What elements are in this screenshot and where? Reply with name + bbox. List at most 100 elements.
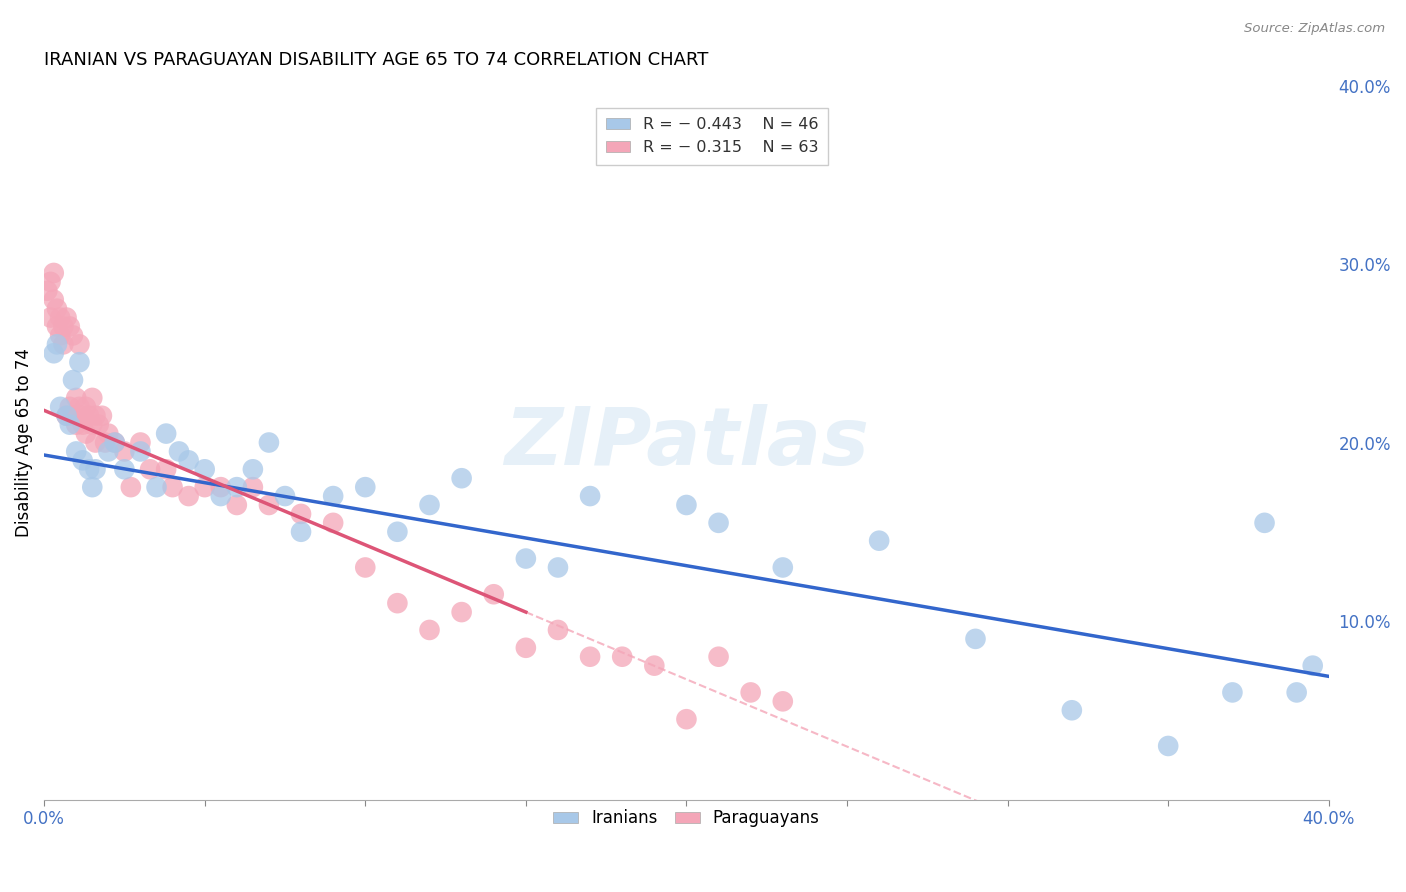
Point: [162, 480, 184, 494]
Point: [772, 560, 794, 574]
Point: [90, 409, 112, 423]
Point: [139, 462, 162, 476]
Point: [77, 462, 100, 476]
Point: [87, 417, 110, 432]
Point: [104, 435, 127, 450]
Text: IRANIAN VS PARAGUAYAN DISABILITY AGE 65 TO 74 CORRELATION CHART: IRANIAN VS PARAGUAYAN DISABILITY AGE 65 …: [44, 51, 709, 69]
Point: [643, 658, 665, 673]
Text: Source: ZipAtlas.com: Source: ZipAtlas.com: [1244, 22, 1385, 36]
Point: [418, 623, 440, 637]
Point: [69, 337, 91, 351]
Point: [129, 444, 152, 458]
Point: [579, 649, 602, 664]
Point: [354, 560, 377, 574]
Point: [450, 605, 472, 619]
Point: [84, 462, 107, 476]
Point: [418, 498, 440, 512]
Point: [155, 426, 177, 441]
Point: [82, 391, 104, 405]
Point: [1253, 516, 1275, 530]
Point: [94, 435, 117, 450]
Point: [290, 524, 312, 539]
Point: [167, 444, 190, 458]
Point: [59, 400, 82, 414]
Point: [1157, 739, 1180, 753]
Point: [49, 328, 72, 343]
Point: [547, 623, 569, 637]
Point: [290, 507, 312, 521]
Point: [69, 355, 91, 369]
Point: [1060, 703, 1083, 717]
Point: [62, 409, 84, 423]
Point: [75, 400, 97, 414]
Point: [46, 337, 69, 351]
Point: [42, 293, 65, 307]
Point: [387, 524, 409, 539]
Point: [59, 319, 82, 334]
Point: [49, 310, 72, 325]
Point: [225, 480, 247, 494]
Point: [579, 489, 602, 503]
Point: [209, 480, 232, 494]
Point: [740, 685, 762, 699]
Point: [257, 435, 280, 450]
Point: [59, 417, 82, 432]
Point: [112, 444, 135, 458]
Point: [515, 640, 537, 655]
Point: [49, 400, 72, 414]
Point: [55, 310, 77, 325]
Point: [482, 587, 505, 601]
Point: [75, 426, 97, 441]
Point: [257, 498, 280, 512]
Point: [120, 480, 142, 494]
Point: [69, 400, 91, 414]
Point: [55, 409, 77, 423]
Point: [354, 480, 377, 494]
Point: [42, 266, 65, 280]
Point: [707, 649, 730, 664]
Point: [1302, 658, 1324, 673]
Point: [155, 462, 177, 476]
Point: [65, 444, 87, 458]
Point: [39, 310, 62, 325]
Point: [225, 498, 247, 512]
Point: [39, 275, 62, 289]
Point: [387, 596, 409, 610]
Point: [72, 453, 94, 467]
Point: [104, 435, 127, 450]
Point: [82, 480, 104, 494]
Legend: Iranians, Paraguayans: Iranians, Paraguayans: [547, 803, 827, 834]
Point: [322, 516, 344, 530]
Point: [84, 409, 107, 423]
Point: [612, 649, 634, 664]
Point: [55, 409, 77, 423]
Point: [82, 417, 104, 432]
Point: [450, 471, 472, 485]
Point: [675, 498, 697, 512]
Point: [675, 712, 697, 726]
Point: [72, 409, 94, 423]
Point: [72, 417, 94, 432]
Text: ZIPatlas: ZIPatlas: [503, 403, 869, 482]
Point: [772, 694, 794, 708]
Point: [65, 417, 87, 432]
Point: [84, 435, 107, 450]
Point: [515, 551, 537, 566]
Point: [1285, 685, 1308, 699]
Point: [37, 284, 59, 298]
Point: [194, 462, 217, 476]
Point: [1222, 685, 1244, 699]
Point: [42, 346, 65, 360]
Point: [177, 453, 200, 467]
Point: [965, 632, 987, 646]
Point: [52, 337, 75, 351]
Point: [52, 319, 75, 334]
Point: [177, 489, 200, 503]
Point: [242, 480, 264, 494]
Point: [62, 328, 84, 343]
Point: [194, 480, 217, 494]
Point: [62, 373, 84, 387]
Point: [145, 480, 167, 494]
Point: [65, 391, 87, 405]
Point: [46, 319, 69, 334]
